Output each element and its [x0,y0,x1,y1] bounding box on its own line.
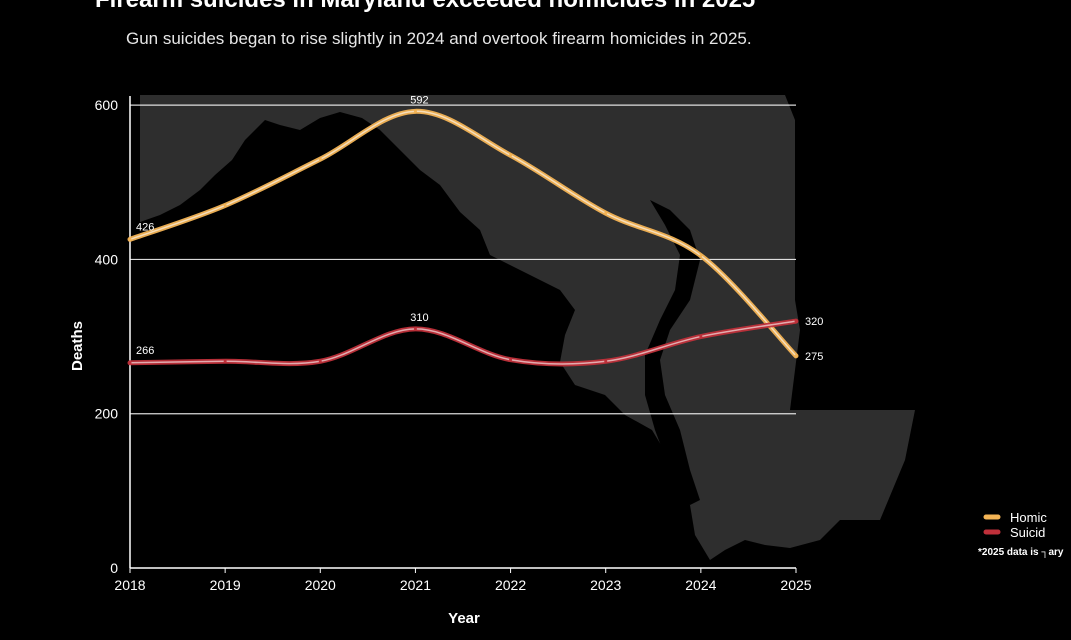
x-tick-label: 2023 [590,577,621,593]
chart-subtitle: Gun suicides began to rise slightly in 2… [126,29,752,48]
data-point-suicide-2024 [699,335,703,339]
chart-title: Firearm suicides in Maryland exceeded ho… [95,0,755,14]
y-tick-label: 200 [95,406,119,422]
data-label-homicide-2025: 275 [805,351,823,363]
data-label-homicide-2018: 426 [136,221,154,233]
data-point-homicide-2019 [223,203,227,207]
x-tick-label: 2019 [210,577,241,593]
x-tick-label: 2021 [400,577,431,593]
x-tick-label: 2024 [685,577,716,593]
x-tick-label: 2025 [780,577,811,593]
data-labels: 426 592 275 266 310 320 [136,94,823,363]
y-tick-label: 600 [95,97,119,113]
data-label-homicide-2021: 592 [410,94,428,106]
series-highlight-homicide [129,110,797,357]
axes: 0 200 400 600 2018 2019 2020 2021 2022 2023 2024 20… [95,96,812,593]
data-point-suicide-2019 [223,359,227,363]
y-tick-label: 400 [95,251,119,267]
data-point-suicide-2022 [509,358,513,362]
data-point-homicide-2023 [604,211,608,215]
map-bay-cutout [645,200,700,505]
data-note: *2025 data is ┐ary [978,547,1064,558]
data-point-suicide-2023 [604,359,608,363]
x-tick-label: 2022 [495,577,526,593]
x-tick-label: 2018 [114,577,145,593]
data-point-homicide-2020 [318,157,322,161]
data-point-suicide-2018 [128,361,132,365]
x-axis-title: Year [448,610,480,627]
data-point-suicide-2020 [318,359,322,363]
legend-label-homicide: Homic [1010,510,1047,525]
data-label-suicide-2021: 310 [410,312,428,324]
data-point-suicide-2025 [794,319,798,323]
data-label-suicide-2018: 266 [136,345,154,357]
data-point-homicide-2024 [699,254,703,258]
maryland-map-background [140,95,915,560]
data-point-homicide-2025 [794,354,798,358]
x-tick-label: 2020 [305,577,336,593]
series-lines [127,108,799,367]
series-highlight-suicide [129,320,797,365]
y-axis-title: Deaths [69,321,86,371]
data-point-homicide-2021 [413,109,417,113]
data-point-homicide-2022 [509,153,513,157]
data-point-suicide-2021 [413,327,417,331]
grid-lines [130,104,796,415]
data-point-homicide-2018 [128,237,132,241]
y-tick-label: 0 [110,560,118,576]
data-label-suicide-2025: 320 [805,316,823,328]
legend-label-suicide: Suicid [1010,525,1045,540]
